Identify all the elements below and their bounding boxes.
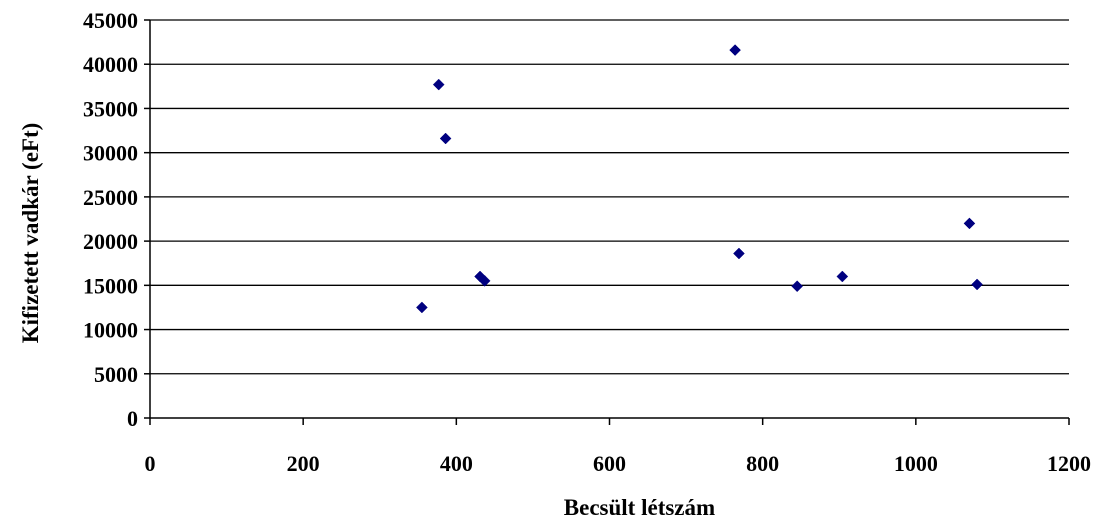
x-axis-title: Becsült létszám [564, 495, 715, 520]
data-point-1 [416, 301, 428, 314]
y-tick-label: 25000 [83, 185, 138, 210]
y-tick-label: 45000 [83, 8, 138, 33]
y-tick-label: 20000 [83, 229, 138, 254]
gridlines [150, 19, 1069, 375]
y-tick-label: 40000 [83, 52, 138, 77]
x-tick-label: 1000 [894, 451, 938, 476]
data-point-9 [836, 270, 849, 283]
data-point-2 [432, 78, 445, 91]
x-tick-label: 600 [593, 451, 626, 476]
tick-labels: 0500010000150002000025000300003500040000… [83, 8, 1091, 476]
y-tick-label: 30000 [83, 141, 138, 166]
data-point-3 [439, 132, 452, 145]
y-tick-label: 35000 [83, 96, 138, 121]
data-points [416, 44, 983, 314]
data-point-10 [963, 217, 976, 230]
x-tick-label: 800 [746, 451, 779, 476]
data-point-8 [791, 280, 803, 293]
y-axis-title: Kifizetett vadkár (eFt) [18, 123, 43, 344]
x-tick-label: 0 [145, 451, 156, 476]
data-point-6 [729, 44, 741, 56]
data-point-7 [733, 247, 745, 260]
data-point-11 [971, 278, 983, 291]
axes [144, 19, 1070, 425]
y-tick-label: 10000 [83, 318, 138, 343]
y-tick-label: 0 [127, 406, 138, 431]
y-tick-label: 5000 [94, 362, 138, 387]
y-tick-label: 15000 [83, 273, 138, 298]
x-tick-label: 200 [287, 451, 320, 476]
x-tick-label: 1200 [1047, 451, 1091, 476]
x-tick-label: 400 [440, 451, 473, 476]
data-point-5 [478, 275, 491, 287]
